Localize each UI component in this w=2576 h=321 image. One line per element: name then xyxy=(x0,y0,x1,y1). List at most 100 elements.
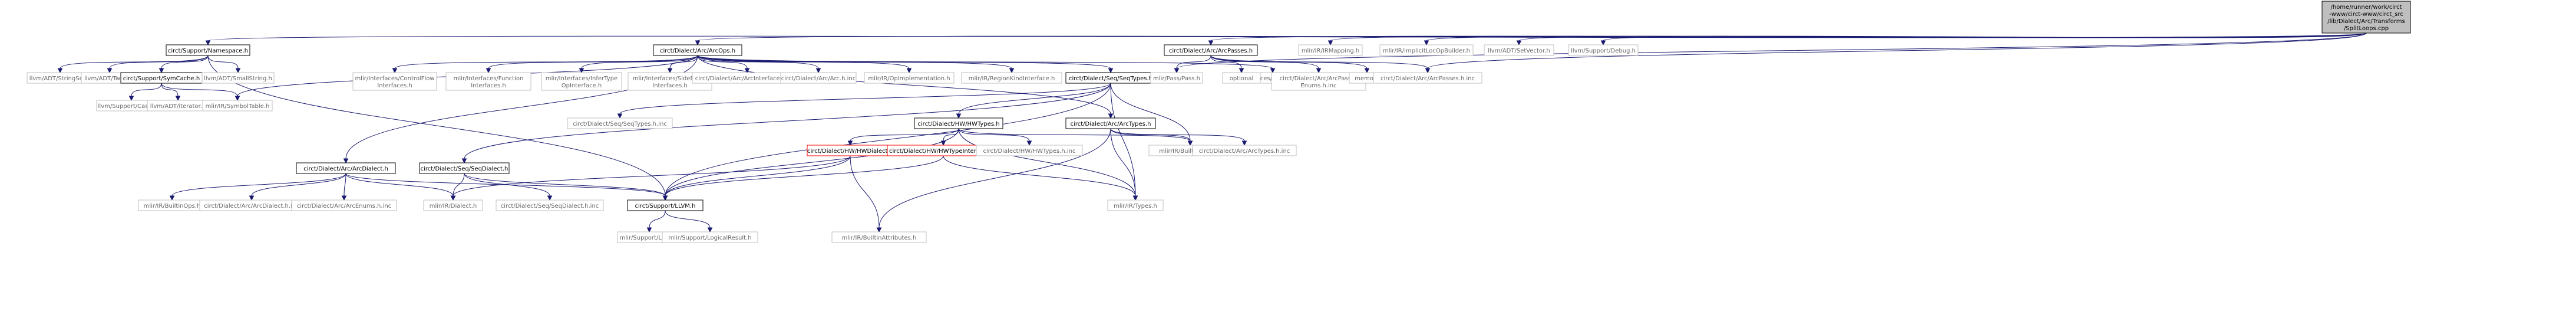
node-label: mlir/IR/IRMapping.h xyxy=(1302,48,1359,54)
edge-arcops-to-arctypes xyxy=(697,55,1114,119)
edge-arcops-to-seqtypes xyxy=(697,55,1114,74)
node-root: /home/runner/work/circt-www/circt-www/ci… xyxy=(2321,1,2411,34)
node-label: circt/Dialect/HW/HWTypes.h.inc xyxy=(983,148,1076,155)
node-label: llvm/Support/Debug.h xyxy=(1571,48,1636,54)
node-label: llvm/ADT/Twine.h xyxy=(84,76,135,82)
node-seqtypes[interactable]: circt/Dialect/Seq/SeqTypes.h xyxy=(1065,72,1156,84)
edge-root-to-namespace xyxy=(205,32,2367,46)
node-label: mlir/Interfaces/InferType xyxy=(546,76,617,82)
edge-symcache-to-symboltable xyxy=(161,83,240,101)
node-label: circt/Dialect/Arc/ArcTypes.h xyxy=(1071,121,1151,127)
edge-hwtypes-to-mlirtypes xyxy=(958,128,1138,201)
node-arcdialectinc: circt/Dialect/Arc/ArcDialect.h.inc xyxy=(199,199,304,211)
node-label: mlir/Interfaces/ControlFlow xyxy=(355,76,434,82)
edge-arcops-to-arcdialect xyxy=(343,55,698,164)
node-label: Enums.h.inc xyxy=(1300,83,1336,89)
edge-arcdialect-to-arcenumsinc xyxy=(341,173,347,201)
node-label: -www/circt-www/circt_src xyxy=(2329,11,2403,18)
node-layer: /home/runner/work/circt-www/circt-www/ci… xyxy=(27,1,2411,243)
node-debug: llvm/Support/Debug.h xyxy=(1568,44,1639,56)
node-label: mlir/IR/BuiltinTypes.h xyxy=(1159,148,1221,155)
edge-arcops-to-infertype xyxy=(579,55,698,74)
node-seqdialect[interactable]: circt/Dialect/Seq/SeqDialect.h xyxy=(419,162,510,174)
node-label: circt/Dialect/HW/HWTypeInterfaces.h xyxy=(889,148,998,155)
node-arctypes[interactable]: circt/Dialect/Arc/ArcTypes.h xyxy=(1065,117,1156,129)
node-arcinterfacesinc: circt/Dialect/Arc/ArcInterfaces.h.inc xyxy=(692,72,802,84)
edge-namespace-to-symcache xyxy=(158,55,209,74)
edge-arctypes-to-arctypesinc xyxy=(1110,128,1247,146)
edge-arcops-to-regionkind xyxy=(697,55,1015,74)
node-label: circt/Dialect/Seq/SeqDialect.h.inc xyxy=(501,203,599,209)
node-label: llvm/ADT/iterator.h xyxy=(150,103,206,110)
edge-root-to-debug xyxy=(1600,32,2367,46)
node-label: circt/Dialect/Arc/ArcPasses xyxy=(1280,76,1358,82)
edge-arcpasses-to-optional xyxy=(1210,55,1244,74)
edge-hwdialect-to-circtllvm xyxy=(662,155,851,201)
edge-arcops-to-opimpl xyxy=(697,55,912,74)
edge-hwtypeinterfaces-to-mlirtypes xyxy=(943,155,1138,201)
edge-symcache-to-casting xyxy=(128,83,162,101)
edge-arctypes-to-builtintypes xyxy=(1110,128,1193,146)
edge-circtllvm-to-logicalresult xyxy=(665,210,713,233)
node-label: circt/Dialect/HW/HWDialect.h xyxy=(807,148,893,155)
edge-layer xyxy=(57,32,2367,233)
node-optional: optional xyxy=(1222,72,1261,84)
node-label: circt/Dialect/Seq/SeqTypes.h xyxy=(1069,76,1152,82)
node-label: circt/Dialect/Arc/ArcDialect.h.inc xyxy=(204,203,299,209)
node-arcops[interactable]: circt/Dialect/Arc/ArcOps.h xyxy=(653,44,742,56)
edge-seqtypes-to-mlirtypes xyxy=(1110,83,1138,201)
edge-seqtypes-to-circtllvm xyxy=(662,83,1111,201)
node-hwdialect[interactable]: circt/Dialect/HW/HWDialect.h xyxy=(807,145,894,156)
node-label: mlir/IR/Types.h xyxy=(1114,203,1157,209)
node-label: circt/Dialect/Arc/ArcPasses.h.inc xyxy=(1381,76,1475,82)
node-hwtypes[interactable]: circt/Dialect/HW/HWTypes.h xyxy=(914,117,1003,129)
node-symcache[interactable]: circt/Support/SymCache.h xyxy=(120,72,203,84)
edge-arcops-to-controlflow xyxy=(392,55,698,74)
node-label: mlir/IR/OpImplementation.h xyxy=(868,76,950,82)
edge-hwtypes-to-hwdialect xyxy=(847,128,959,146)
node-mlirdialect: mlir/IR/Dialect.h xyxy=(423,199,483,211)
node-seqtypesinc: circt/Dialect/Seq/SeqTypes.h.inc xyxy=(567,117,673,129)
edge-arcops-to-sideeffect xyxy=(667,55,698,74)
node-label: mlir/IR/ImplicitLocOpBuilder.h xyxy=(1383,48,1470,54)
node-smallstring: llvm/ADT/SmallString.h xyxy=(202,72,275,84)
node-label: mlir/IR/Dialect.h xyxy=(430,203,477,209)
edge-arcdialect-to-mlirdialect xyxy=(345,173,456,201)
edge-arcops-to-functioninterfaces xyxy=(486,55,698,74)
edge-hwtypes-to-hwtypesinc xyxy=(958,128,1032,146)
node-label: memory xyxy=(1355,76,1379,82)
node-label: circt/Dialect/Arc/ArcEnums.h.inc xyxy=(297,203,391,209)
node-label: Interfaces.h xyxy=(377,83,412,89)
node-arcpasses[interactable]: circt/Dialect/Arc/ArcPasses.h xyxy=(1164,44,1258,56)
node-label: circt/Dialect/Seq/SeqDialect.h xyxy=(421,166,508,172)
edge-root-to-setvector xyxy=(1516,32,2367,46)
node-label: llvm/Support/Casting.h xyxy=(98,103,166,110)
edge-namespace-to-stringset xyxy=(57,55,209,74)
node-label: mlir/IR/RegionKindInterface.h xyxy=(969,76,1055,82)
node-label: circt/Dialect/Arc/ArcTypes.h.inc xyxy=(1199,148,1290,155)
node-label: mlir/Support/LLVM.h xyxy=(620,235,679,241)
node-symboltable: mlir/IR/SymbolTable.h xyxy=(202,100,273,112)
node-label: circt/Dialect/Arc/ArcInterfaces.h.inc xyxy=(695,76,799,82)
node-label: optional xyxy=(1230,76,1254,82)
node-label: mlir/Interfaces/Function xyxy=(454,76,524,82)
node-circtllvm[interactable]: circt/Support/LLVM.h xyxy=(627,199,704,211)
node-label: mlir/Support/LogicalResult.h xyxy=(668,235,751,241)
node-label: mlir/IR/BuiltinAttributes.h xyxy=(842,235,917,241)
node-arcdialect[interactable]: circt/Dialect/Arc/ArcDialect.h xyxy=(296,162,396,174)
node-namespace[interactable]: circt/Support/Namespace.h xyxy=(166,44,250,56)
node-pass: mlir/Pass/Pass.h xyxy=(1150,72,1203,84)
node-implicitlocop: mlir/IR/ImplicitLocOpBuilder.h xyxy=(1379,44,1474,56)
node-logicalresult: mlir/Support/LogicalResult.h xyxy=(662,231,758,243)
node-label: mlir/IR/BuiltinOps.h xyxy=(144,203,201,209)
node-irmapping: mlir/IR/IRMapping.h xyxy=(1298,44,1363,56)
edge-seqtypes-to-seqtypesinc xyxy=(617,83,1111,119)
node-label: circt/Dialect/Seq/SeqTypes.h.inc xyxy=(573,121,667,127)
edge-seqdialect-to-mlirdialect xyxy=(450,173,465,201)
node-label: /home/runner/work/circt xyxy=(2330,4,2402,11)
node-label: circt/Dialect/Arc/ArcDialect.h xyxy=(303,166,388,172)
edge-root-to-arcops xyxy=(695,32,2367,46)
edge-hwtypes-to-circtllvm xyxy=(662,128,959,201)
node-label: /SplitLoops.cpp xyxy=(2344,25,2389,32)
